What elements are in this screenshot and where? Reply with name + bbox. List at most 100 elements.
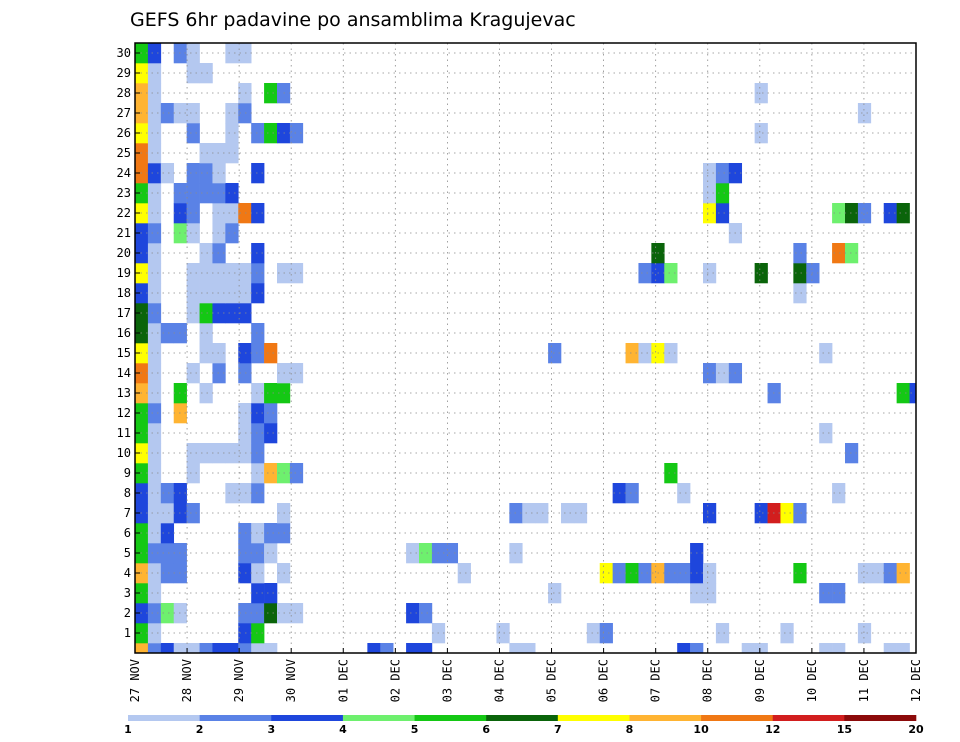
colorbar-label: 20 (908, 723, 924, 736)
heatmap-cell (212, 283, 226, 304)
x-tick-label: 03 DEC (440, 659, 454, 702)
heatmap-cell (147, 63, 162, 84)
heatmap-cell (406, 603, 420, 624)
chart-title: GEFS 6hr padavine po ansamblima Kragujev… (130, 9, 576, 31)
heatmap-cell (703, 163, 717, 184)
heatmap-cell (896, 563, 910, 584)
heatmap-cell (289, 463, 304, 484)
x-tick-label: 28 NOV (180, 659, 194, 702)
x-tick-label: 02 DEC (388, 659, 402, 702)
heatmap-cell (444, 543, 459, 564)
heatmap-cell (380, 643, 394, 654)
heatmap-cell (832, 243, 846, 264)
colorbar-label: 7 (554, 723, 562, 736)
heatmap-cell (251, 603, 265, 624)
heatmap-cell (199, 323, 213, 344)
heatmap-cell (264, 463, 278, 484)
heatmap-cell (225, 143, 239, 164)
heatmap-cell (147, 383, 162, 404)
heatmap-cell (147, 503, 162, 524)
heatmap-cell (147, 263, 162, 284)
heatmap-cell (186, 203, 200, 224)
heatmap-cell (754, 123, 768, 144)
heatmap-cell (147, 223, 162, 244)
heatmap-cell (173, 643, 187, 654)
heatmap-cell (406, 543, 420, 564)
colorbar-segment (271, 715, 344, 721)
heatmap-cell (264, 543, 278, 564)
heatmap-cell (212, 363, 226, 384)
heatmap-cell (160, 643, 175, 654)
heatmap-cell (186, 103, 200, 124)
heatmap-cell (186, 123, 200, 144)
heatmap-cell (199, 303, 213, 324)
heatmap-cell (212, 243, 226, 264)
heatmap-cell (793, 503, 807, 524)
heatmap-cell (703, 503, 717, 524)
heatmap-cell (225, 303, 239, 324)
heatmap-cell (238, 303, 252, 324)
heatmap-cell (238, 603, 252, 624)
heatmap-cell (819, 343, 833, 364)
heatmap-cell (212, 203, 226, 224)
x-tick-label: 01 DEC (336, 659, 350, 702)
heatmap-cell (199, 383, 213, 404)
heatmap-cell (793, 563, 807, 584)
heatmap-cell (225, 203, 239, 224)
y-tick-label: 7 (124, 506, 131, 520)
heatmap-cell (212, 643, 226, 654)
heatmap-cell (160, 163, 175, 184)
heatmap-cell (264, 123, 278, 144)
heatmap-cell (793, 283, 807, 304)
heatmap-cell (406, 643, 420, 654)
heatmap-cell (186, 223, 200, 244)
heatmap-cell (703, 563, 717, 584)
y-tick-label: 11 (117, 426, 131, 440)
heatmap-cell (199, 63, 213, 84)
heatmap-cell (625, 343, 639, 364)
heatmap-cell (251, 163, 265, 184)
heatmap-cell (251, 283, 265, 304)
heatmap-cell (251, 423, 265, 444)
heatmap-cell (186, 263, 200, 284)
heatmap-cell (238, 423, 252, 444)
x-tick-label: 08 DEC (701, 659, 715, 702)
heatmap-cell (160, 523, 175, 544)
x-tick-label: 09 DEC (753, 659, 767, 702)
colorbar-label: 2 (196, 723, 204, 736)
heatmap-cell (186, 303, 200, 324)
y-tick-label: 10 (117, 446, 131, 460)
heatmap-cell (147, 43, 162, 64)
y-tick-label: 20 (117, 246, 131, 260)
heatmap-cell (147, 123, 162, 144)
heatmap-cell (625, 483, 639, 504)
y-tick-label: 6 (124, 526, 131, 540)
heatmap-cell (199, 443, 213, 464)
heatmap-cell (186, 63, 200, 84)
heatmap-cell (664, 343, 678, 364)
heatmap-cell (367, 643, 381, 654)
x-tick-label: 05 DEC (545, 659, 559, 702)
colorbar-segment (128, 715, 200, 721)
heatmap-cell (212, 223, 226, 244)
heatmap-cell (238, 563, 252, 584)
y-tick-label: 26 (117, 126, 131, 140)
heatmap-cell (212, 343, 226, 364)
heatmap-cell (819, 643, 833, 654)
heatmap-cell (561, 503, 575, 524)
y-tick-label: 9 (124, 466, 131, 480)
heatmap-cell (638, 263, 652, 284)
heatmap-cell (715, 623, 730, 644)
heatmap-cell (754, 643, 768, 654)
y-tick-label: 25 (117, 146, 131, 160)
heatmap-cell (599, 623, 613, 644)
heatmap-cell (147, 283, 162, 304)
heatmap-cell (147, 523, 162, 544)
heatmap-cell (264, 83, 278, 104)
heatmap-cell (264, 523, 278, 544)
heatmap-cell (186, 283, 200, 304)
heatmap-cell (186, 43, 200, 64)
heatmap-cell (238, 83, 252, 104)
heatmap-cell (199, 643, 213, 654)
heatmap-cell (238, 543, 252, 564)
